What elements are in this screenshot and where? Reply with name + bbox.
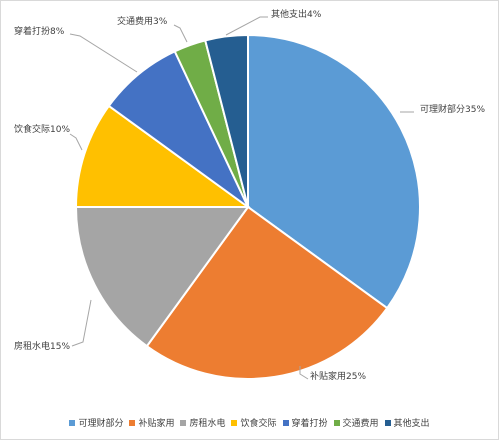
slice-label-6: 交通费用3%	[117, 15, 168, 27]
legend-label-5: 穿着打扮	[291, 419, 328, 429]
legend-item-7: 其他支出	[384, 416, 430, 429]
slice-label-2: 补贴家用25%	[310, 370, 366, 382]
leader-line-7	[225, 16, 268, 36]
leader-line-3	[71, 299, 92, 347]
legend-swatch-2	[129, 419, 136, 426]
leader-line-5	[69, 33, 138, 73]
slice-label-4: 饮食交际10%	[14, 123, 70, 135]
legend-label-4: 饮食交际	[240, 419, 277, 429]
leader-line-2	[299, 366, 309, 380]
legend-label-6: 交通费用	[342, 419, 379, 429]
legend-swatch-4	[231, 419, 238, 426]
legend-item-3: 房租水电	[180, 416, 225, 429]
pie-slice-4	[74, 104, 252, 208]
legend-swatch-5	[282, 419, 289, 426]
legend-item-6: 交通费用	[333, 416, 379, 429]
pie-slices	[74, 33, 421, 380]
pie-slice-2	[145, 205, 389, 380]
legend: 可理财部分 补贴家用 房租水电 饮食交际 穿着打扮 交通费用 其他支出	[0, 416, 499, 429]
pie-slice-3	[74, 206, 250, 348]
legend-label-7: 其他支出	[393, 419, 430, 429]
slice-label-1: 可理财部分35%	[420, 103, 485, 115]
legend-swatch-3	[180, 419, 187, 426]
pie-slice-1	[247, 33, 421, 310]
legend-swatch-7	[384, 419, 391, 426]
legend-label-3: 房租水电	[189, 419, 226, 429]
legend-label-1: 可理财部分	[78, 419, 124, 429]
legend-swatch-6	[333, 419, 340, 426]
slice-label-7: 其他支出4%	[271, 8, 322, 20]
leader-lines	[69, 16, 414, 380]
slice-labels: 可理财部分35% 补贴家用25% 房租水电15% 饮食交际10% 穿着打扮8% 交通费用3…	[14, 8, 485, 382]
pie-slice-7	[204, 33, 249, 208]
legend-swatch-1	[69, 419, 76, 426]
slice-label-5: 穿着打扮8%	[14, 25, 65, 37]
legend-item-2: 补贴家用	[129, 416, 174, 429]
legend-item-4: 饮食交际	[231, 416, 277, 429]
leader-line-4	[69, 133, 83, 151]
legend-item-1: 可理财部分	[69, 416, 123, 429]
legend-item-5: 穿着打扮	[282, 416, 328, 429]
leader-line-6	[173, 24, 188, 43]
legend-label-2: 补贴家用	[138, 419, 175, 429]
slice-label-3: 房租水电15%	[14, 340, 70, 352]
